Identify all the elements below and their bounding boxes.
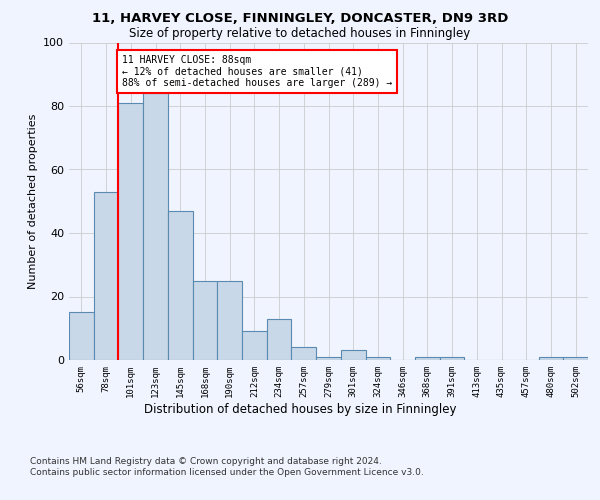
Bar: [440, 357, 464, 360]
Bar: [316, 357, 341, 360]
Bar: [341, 350, 365, 360]
Text: 11, HARVEY CLOSE, FINNINGLEY, DONCASTER, DN9 3RD: 11, HARVEY CLOSE, FINNINGLEY, DONCASTER,…: [92, 12, 508, 26]
Bar: [365, 357, 390, 360]
Bar: [539, 357, 563, 360]
Bar: [217, 280, 242, 360]
Bar: [267, 318, 292, 360]
Text: Size of property relative to detached houses in Finningley: Size of property relative to detached ho…: [130, 28, 470, 40]
Bar: [168, 211, 193, 360]
Bar: [143, 94, 168, 360]
Bar: [292, 348, 316, 360]
Text: Contains HM Land Registry data © Crown copyright and database right 2024.
Contai: Contains HM Land Registry data © Crown c…: [30, 458, 424, 477]
Bar: [94, 192, 118, 360]
Bar: [118, 103, 143, 360]
Y-axis label: Number of detached properties: Number of detached properties: [28, 114, 38, 289]
Bar: [69, 312, 94, 360]
Text: Distribution of detached houses by size in Finningley: Distribution of detached houses by size …: [144, 402, 456, 415]
Bar: [193, 280, 217, 360]
Bar: [242, 332, 267, 360]
Bar: [563, 357, 588, 360]
Bar: [415, 357, 440, 360]
Text: 11 HARVEY CLOSE: 88sqm
← 12% of detached houses are smaller (41)
88% of semi-det: 11 HARVEY CLOSE: 88sqm ← 12% of detached…: [122, 55, 392, 88]
